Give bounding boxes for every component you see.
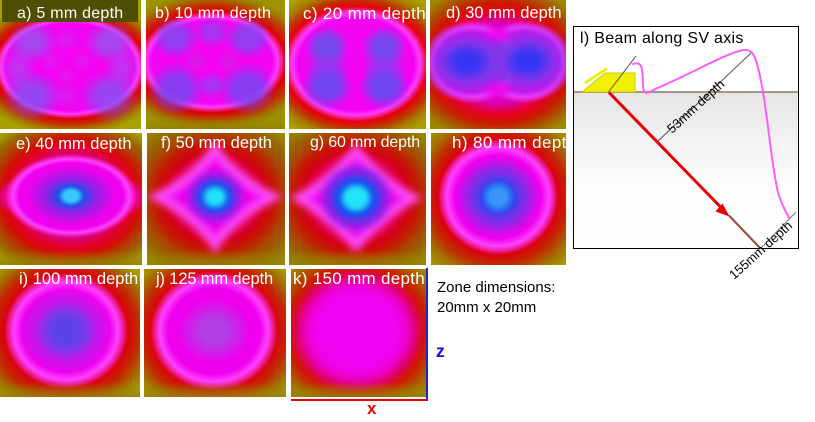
svg-text:l) Beam along SV axis: l) Beam along SV axis xyxy=(580,30,744,47)
